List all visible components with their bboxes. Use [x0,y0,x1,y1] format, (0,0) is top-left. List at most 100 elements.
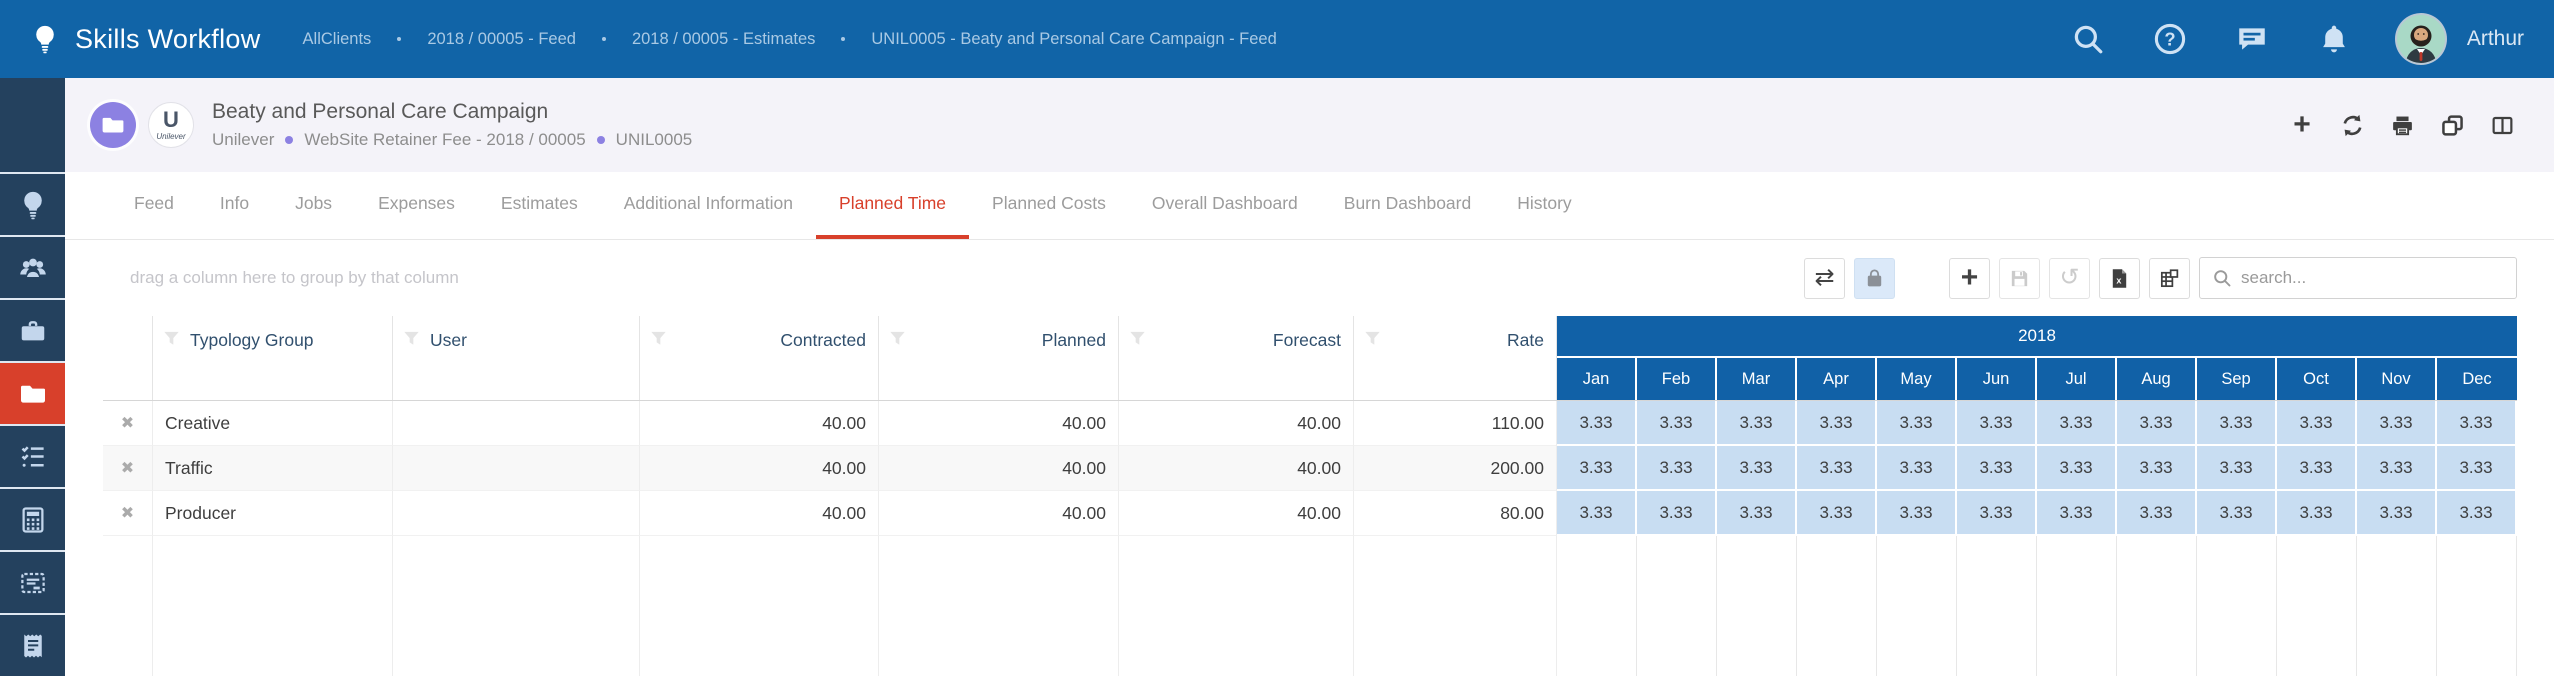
filter-icon[interactable] [650,330,667,352]
cell-month-mar[interactable]: 3.33 [1717,491,1797,536]
cell-month-sep[interactable]: 3.33 [2197,446,2277,491]
undo-button[interactable]: ↺ [2049,257,2090,299]
cell-month-dec[interactable]: 3.33 [2437,401,2517,446]
add-icon[interactable]: + [2293,108,2311,141]
cell-rate[interactable]: 110.00 [1354,401,1557,446]
delete-row-button[interactable]: ✖ [103,401,153,446]
cell-typology-group[interactable]: Creative [153,401,393,446]
sidebar-item-estimates[interactable] [0,487,65,550]
cell-typology-group[interactable]: Traffic [153,446,393,491]
cell-month-sep[interactable]: 3.33 [2197,401,2277,446]
sidebar-item-invoices[interactable] [0,613,65,676]
search-icon[interactable] [2069,20,2107,58]
filter-icon[interactable] [1364,330,1381,352]
breadcrumb-item[interactable]: UNIL0005 - Beaty and Personal Care Campa… [871,29,1277,48]
filter-icon[interactable] [163,330,180,352]
cell-month-jun[interactable]: 3.33 [1957,446,2037,491]
print-icon[interactable] [2388,111,2416,139]
cell-month-dec[interactable]: 3.33 [2437,491,2517,536]
cell-month-may[interactable]: 3.33 [1877,491,1957,536]
cell-month-mar[interactable]: 3.33 [1717,401,1797,446]
cell-planned[interactable]: 40.00 [879,491,1119,536]
cell-typology-group[interactable]: Producer [153,491,393,536]
tab-expenses[interactable]: Expenses [378,193,455,213]
breadcrumb-item[interactable]: AllClients [302,29,372,48]
cell-rate[interactable]: 80.00 [1354,491,1557,536]
cell-contracted[interactable]: 40.00 [640,491,879,536]
cell-month-jul[interactable]: 3.33 [2037,401,2117,446]
cell-rate[interactable]: 200.00 [1354,446,1557,491]
cell-month-feb[interactable]: 3.33 [1637,401,1717,446]
cell-month-may[interactable]: 3.33 [1877,401,1957,446]
cell-month-nov[interactable]: 3.33 [2357,446,2437,491]
column-header-rate[interactable]: Rate [1354,316,1557,400]
column-header-contracted[interactable]: Contracted [640,316,879,400]
chat-icon[interactable] [2233,20,2271,58]
cell-month-nov[interactable]: 3.33 [2357,491,2437,536]
cell-month-mar[interactable]: 3.33 [1717,446,1797,491]
tab-overall-dashboard[interactable]: Overall Dashboard [1151,193,1298,213]
cell-month-oct[interactable]: 3.33 [2277,446,2357,491]
sidebar-item-projects-active[interactable] [0,361,65,424]
tab-estimates[interactable]: Estimates [500,193,578,213]
cell-month-feb[interactable]: 3.33 [1637,446,1717,491]
cell-month-may[interactable]: 3.33 [1877,446,1957,491]
cell-user[interactable] [393,491,640,536]
cell-month-jun[interactable]: 3.33 [1957,401,2037,446]
column-chooser-button[interactable] [2149,257,2190,299]
cell-month-apr[interactable]: 3.33 [1797,401,1877,446]
cell-month-oct[interactable]: 3.33 [2277,491,2357,536]
filter-icon[interactable] [1129,330,1146,352]
sidebar-item-lightbulb[interactable] [0,172,65,235]
delete-row-button[interactable]: ✖ [103,491,153,536]
cell-user[interactable] [393,401,640,446]
tab-additional-information[interactable]: Additional Information [623,193,794,213]
cell-month-sep[interactable]: 3.33 [2197,491,2277,536]
cell-month-oct[interactable]: 3.33 [2277,401,2357,446]
sidebar-item-clients[interactable] [0,235,65,298]
save-button[interactable] [1999,257,2040,299]
sidebar-item-tasks[interactable] [0,424,65,487]
cell-planned[interactable]: 40.00 [879,446,1119,491]
sidebar-item-notes[interactable] [0,550,65,613]
cell-month-jul[interactable]: 3.33 [2037,446,2117,491]
breadcrumb-item[interactable]: 2018 / 00005 - Estimates [631,29,816,48]
user-avatar[interactable] [2396,15,2445,63]
tab-jobs[interactable]: Jobs [295,193,333,213]
tab-burn-dashboard[interactable]: Burn Dashboard [1343,193,1472,213]
add-row-button[interactable]: + [1949,257,1990,299]
tab-feed[interactable]: Feed [134,193,174,213]
help-icon[interactable]: ? [2151,20,2189,58]
cell-contracted[interactable]: 40.00 [640,446,879,491]
cell-planned[interactable]: 40.00 [879,401,1119,446]
tab-planned-time[interactable]: Planned Time [816,172,970,239]
export-excel-button[interactable]: x [2099,257,2140,299]
cell-forecast[interactable]: 40.00 [1119,446,1354,491]
cell-month-dec[interactable]: 3.33 [2437,446,2517,491]
tab-history[interactable]: History [1517,193,1572,213]
filter-icon[interactable] [403,330,420,352]
column-header-typology-group[interactable]: Typology Group [153,316,393,400]
cell-month-feb[interactable]: 3.33 [1637,491,1717,536]
cell-month-aug[interactable]: 3.33 [2117,401,2197,446]
cell-month-aug[interactable]: 3.33 [2117,446,2197,491]
tab-info[interactable]: Info [219,193,250,213]
cell-forecast[interactable]: 40.00 [1119,491,1354,536]
bag-filter-button[interactable] [1854,257,1895,299]
cell-month-nov[interactable]: 3.33 [2357,401,2437,446]
cell-month-apr[interactable]: 3.33 [1797,446,1877,491]
cell-month-jan[interactable]: 3.33 [1557,491,1637,536]
cell-contracted[interactable]: 40.00 [640,401,879,446]
duplicate-icon[interactable] [2438,111,2466,139]
search-input[interactable] [2241,268,2504,288]
cell-month-apr[interactable]: 3.33 [1797,491,1877,536]
column-header-forecast[interactable]: Forecast [1119,316,1354,400]
breadcrumb-item[interactable]: 2018 / 00005 - Feed [427,29,576,48]
cell-forecast[interactable]: 40.00 [1119,401,1354,446]
cell-month-jan[interactable]: 3.33 [1557,401,1637,446]
cell-month-jan[interactable]: 3.33 [1557,446,1637,491]
cell-month-aug[interactable]: 3.33 [2117,491,2197,536]
app-brand[interactable]: Skills Workflow [30,24,261,55]
tab-planned-costs[interactable]: Planned Costs [992,193,1106,213]
split-columns-icon[interactable] [2488,111,2516,139]
